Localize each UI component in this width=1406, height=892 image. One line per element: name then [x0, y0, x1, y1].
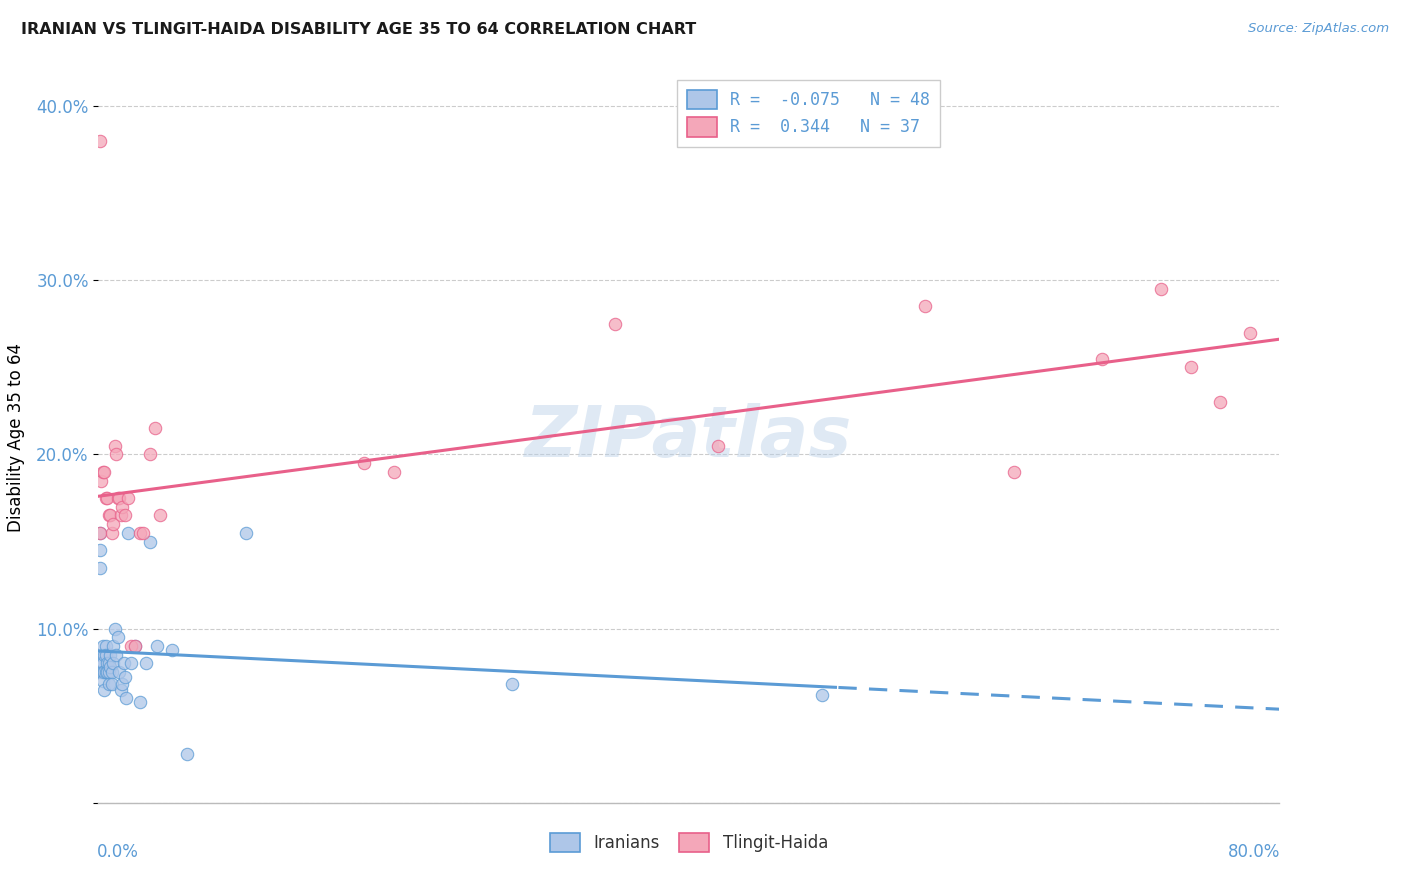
Point	[98, 660, 121, 674]
Point	[1239, 326, 1261, 340]
Point	[135, 657, 157, 671]
Y-axis label: Disability Age 35 to 64: Disability Age 35 to 64	[7, 343, 25, 532]
Point	[93, 682, 115, 697]
Point	[132, 525, 155, 540]
Point	[111, 677, 134, 691]
Text: 0.0%: 0.0%	[97, 843, 139, 861]
Point	[111, 500, 134, 514]
Point	[139, 448, 162, 462]
Point	[146, 639, 169, 653]
Point	[120, 657, 142, 671]
Point	[128, 525, 150, 540]
Point	[90, 657, 112, 671]
Point	[91, 665, 114, 680]
Point	[110, 682, 132, 697]
Point	[89, 543, 111, 558]
Point	[93, 648, 115, 662]
Point	[124, 639, 146, 653]
Point	[110, 508, 132, 523]
Point	[96, 665, 118, 680]
Point	[108, 491, 131, 505]
Point	[501, 677, 523, 691]
Point	[105, 648, 128, 662]
Point	[98, 648, 121, 662]
Point	[89, 560, 111, 574]
Point	[139, 534, 162, 549]
Point	[105, 448, 128, 462]
Point	[91, 657, 114, 671]
Point	[90, 648, 112, 662]
Point	[104, 439, 127, 453]
Point	[176, 747, 198, 761]
Text: Source: ZipAtlas.com: Source: ZipAtlas.com	[1249, 22, 1389, 36]
Point	[97, 665, 120, 680]
Point	[1002, 465, 1025, 479]
Point	[97, 508, 120, 523]
Point	[108, 665, 131, 680]
Point	[96, 491, 118, 505]
Point	[90, 474, 112, 488]
Point	[107, 631, 129, 645]
Point	[91, 639, 114, 653]
Point	[98, 508, 121, 523]
Point	[93, 465, 115, 479]
Point	[112, 657, 135, 671]
Point	[1091, 351, 1114, 366]
Point	[100, 665, 122, 680]
Point	[89, 134, 111, 148]
Point	[117, 491, 139, 505]
Point	[91, 465, 114, 479]
Point	[107, 491, 129, 505]
Point	[117, 525, 139, 540]
Point	[128, 695, 150, 709]
Point	[100, 677, 122, 691]
Point	[143, 421, 166, 435]
Text: 80.0%: 80.0%	[1229, 843, 1281, 861]
Point	[114, 508, 136, 523]
Point	[90, 665, 112, 680]
Point	[97, 657, 120, 671]
Point	[1150, 282, 1173, 296]
Point	[103, 657, 125, 671]
Point	[114, 670, 136, 684]
Point	[382, 465, 405, 479]
Point	[605, 317, 627, 331]
Point	[162, 642, 183, 657]
Point	[115, 691, 138, 706]
Point	[1209, 395, 1232, 409]
Point	[89, 525, 111, 540]
Point	[97, 677, 120, 691]
Point	[914, 300, 936, 314]
Point	[103, 517, 125, 532]
Point	[94, 639, 117, 653]
Point	[96, 657, 118, 671]
Point	[93, 665, 115, 680]
Text: IRANIAN VS TLINGIT-HAIDA DISABILITY AGE 35 TO 64 CORRELATION CHART: IRANIAN VS TLINGIT-HAIDA DISABILITY AGE …	[21, 22, 696, 37]
Point	[100, 525, 122, 540]
Point	[94, 648, 117, 662]
Point	[94, 491, 117, 505]
Point	[104, 622, 127, 636]
Point	[149, 508, 172, 523]
Point	[103, 639, 125, 653]
Point	[89, 525, 111, 540]
Point	[91, 673, 114, 688]
Point	[810, 688, 832, 702]
Text: ZIPatlas: ZIPatlas	[526, 402, 852, 472]
Legend: Iranians, Tlingit-Haida: Iranians, Tlingit-Haida	[541, 824, 837, 860]
Point	[1180, 360, 1202, 375]
Point	[235, 525, 257, 540]
Point	[353, 456, 375, 470]
Point	[120, 639, 142, 653]
Point	[707, 439, 730, 453]
Point	[94, 665, 117, 680]
Point	[124, 639, 146, 653]
